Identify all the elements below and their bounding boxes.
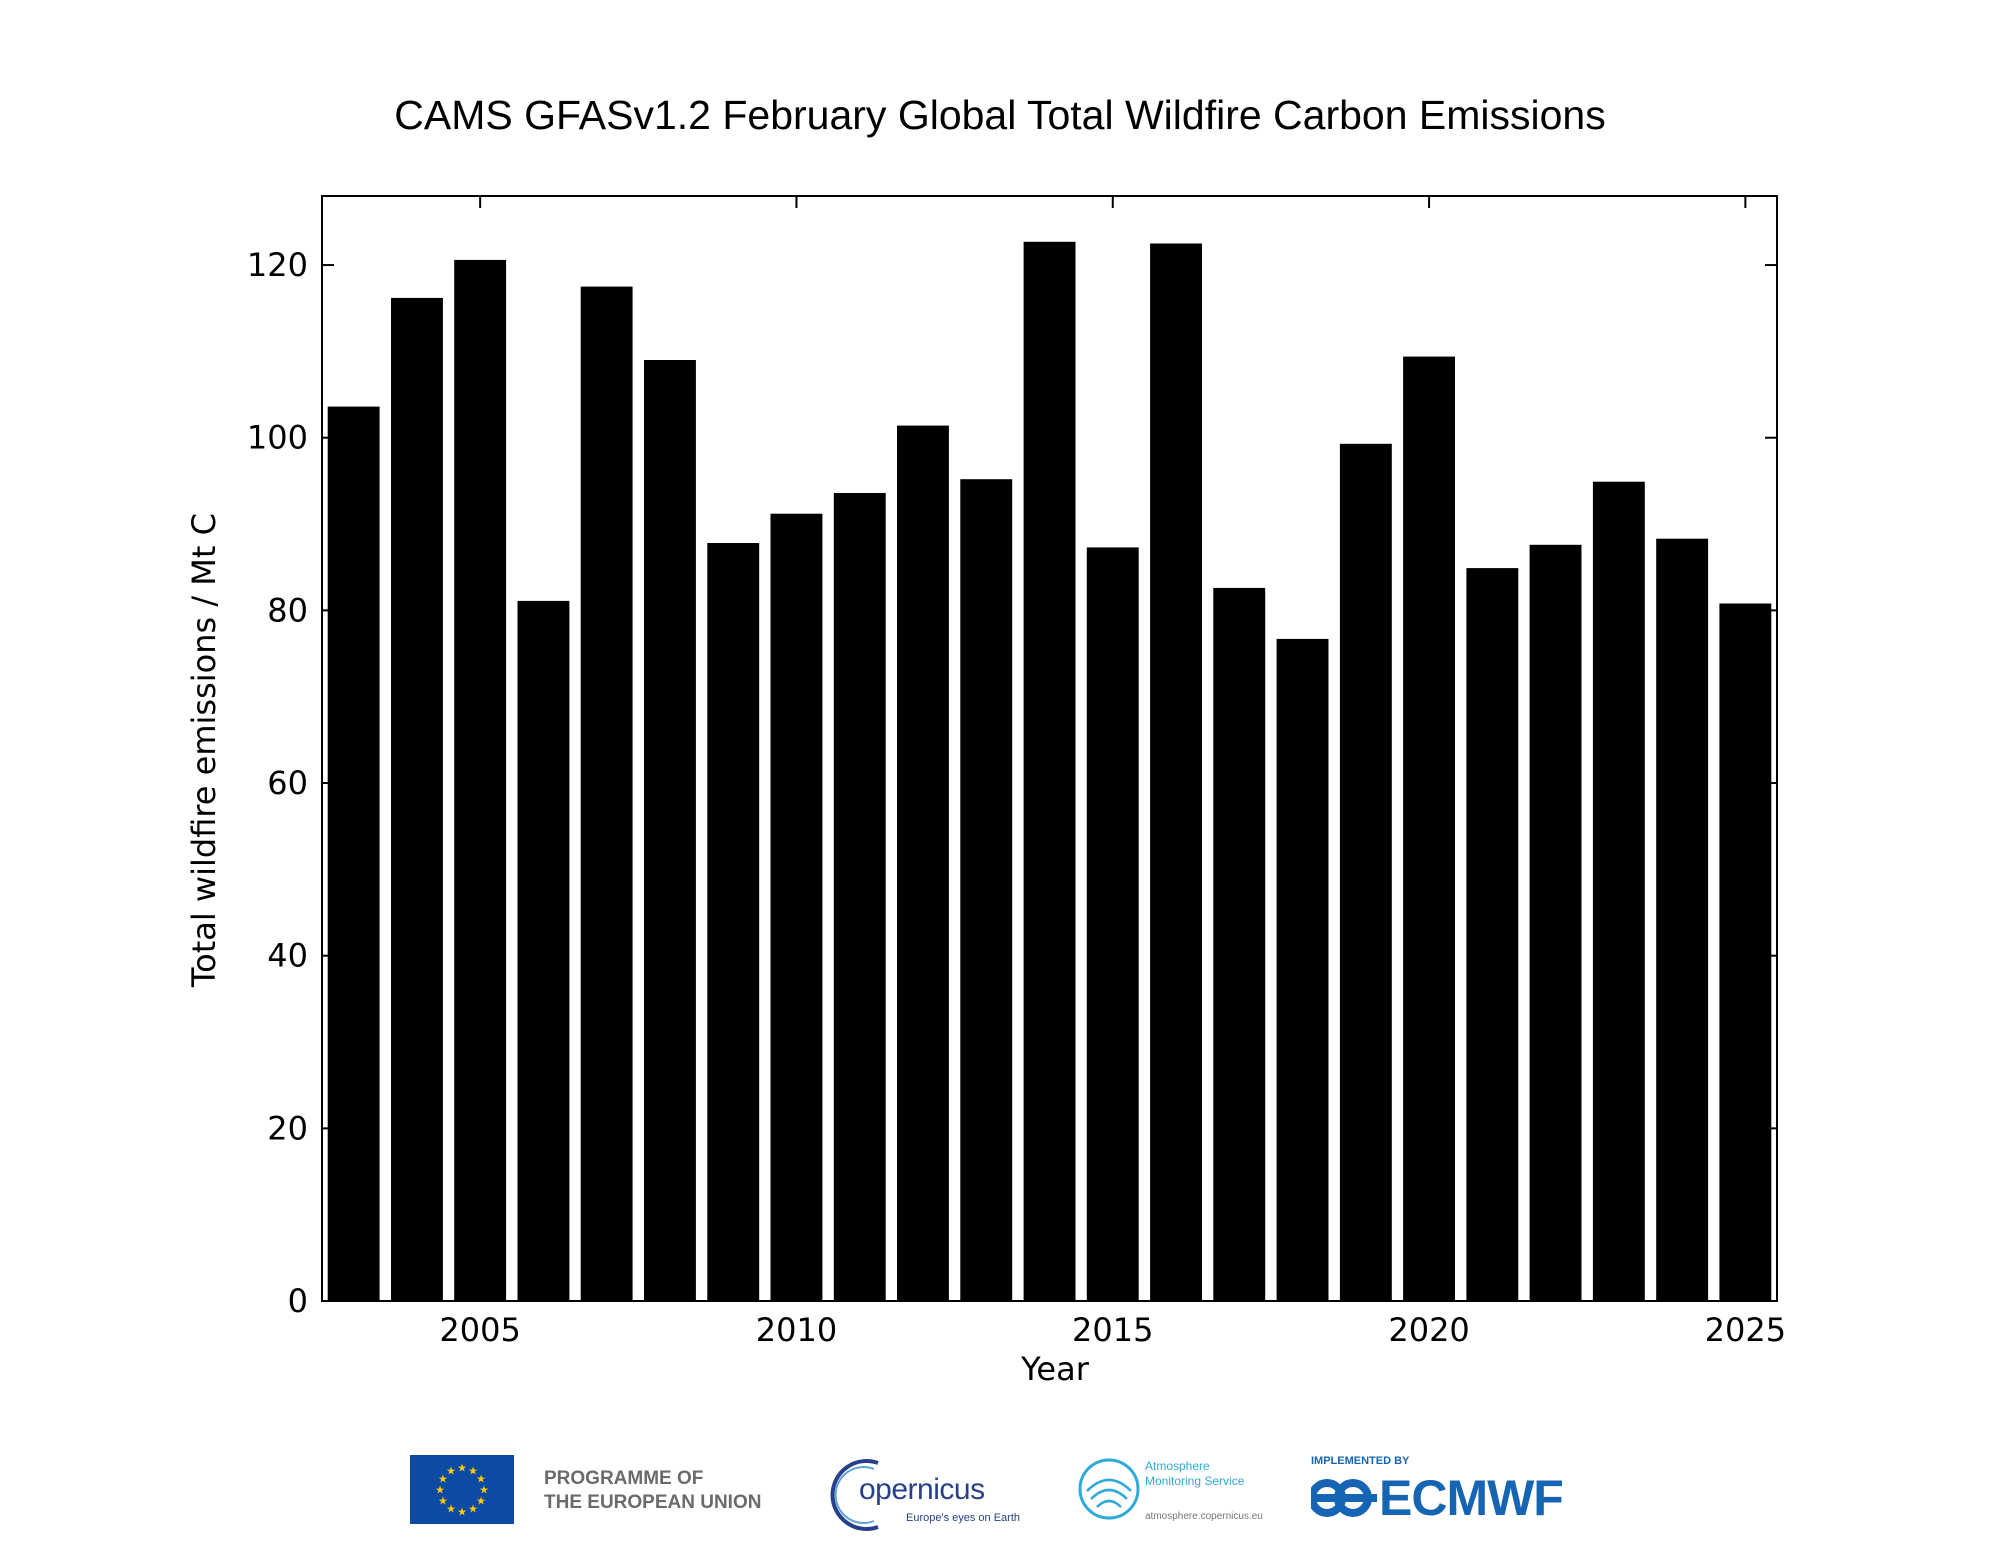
y-tick-label: 80	[267, 591, 308, 629]
bar-2017	[1213, 587, 1266, 1301]
chart-axes	[321, 195, 1778, 1302]
eu-star-icon: ★	[438, 1495, 448, 1508]
cams-name-line1: Atmosphere	[1145, 1459, 1210, 1473]
bar-2016	[1150, 243, 1202, 1301]
footer-logos: ★ ★ ★ ★ ★ ★ ★ ★ ★ ★ ★ ★ PROGRAMME OF THE EUROPEAN U…	[0, 1455, 2000, 1545]
x-tick-label: 2010	[756, 1311, 837, 1349]
bar-2019	[1339, 443, 1392, 1301]
eu-programme-text: PROGRAMME OF THE EUROPEAN UNION	[544, 1467, 761, 1515]
x-axis-label: Year	[1020, 1350, 1090, 1388]
eu-star-icon: ★	[446, 1503, 456, 1516]
ecmwf-logo: IMPLEMENTED BY ECMWF	[1311, 1455, 1601, 1535]
bar-2010	[770, 513, 823, 1301]
bar-2003	[327, 406, 380, 1302]
bar-2023	[1592, 481, 1645, 1301]
x-tick-label: 2015	[1072, 1311, 1153, 1349]
y-tick-label: 100	[247, 419, 308, 457]
eu-star-icon: ★	[435, 1484, 445, 1497]
bar-2012	[897, 425, 949, 1302]
bar-2006	[517, 600, 570, 1301]
eu-star-icon: ★	[457, 1506, 467, 1519]
bar-2025	[1719, 603, 1772, 1301]
ecmwf-implemented-by: IMPLEMENTED BY	[1311, 1455, 1410, 1467]
eu-star-icon: ★	[479, 1484, 489, 1497]
chart-ticks: 0 20 40 60 80 100 120 2005 2010 2015 2020 2025	[247, 196, 1786, 1349]
y-axis-label: Total wildfire emissions / Mt C	[185, 513, 223, 988]
y-tick-label: 0	[288, 1282, 308, 1320]
bar-2014	[1023, 241, 1076, 1301]
eu-star-icon: ★	[468, 1503, 478, 1516]
eu-text-line1: PROGRAMME OF	[544, 1468, 704, 1489]
cams-logo: Atmosphere Monitoring Service atmosphere…	[1077, 1455, 1297, 1535]
plot-frame	[321, 195, 1778, 1302]
cams-url: atmosphere.copernicus.eu	[1145, 1511, 1263, 1522]
bar-2011	[833, 493, 886, 1301]
bar-2020	[1403, 356, 1455, 1302]
eu-star-icon: ★	[446, 1464, 456, 1477]
bar-2018	[1276, 638, 1329, 1301]
cams-name-line2: Monitoring Service	[1145, 1474, 1245, 1488]
eu-star-icon: ★	[457, 1462, 467, 1475]
eu-text-line2: THE EUROPEAN UNION	[544, 1492, 762, 1513]
copernicus-logo: opernicus Europe's eyes on Earth	[826, 1455, 1026, 1535]
bar-2022	[1529, 544, 1582, 1301]
bar-2007	[580, 286, 633, 1302]
y-tick-label: 60	[267, 764, 308, 802]
x-tick-label: 2025	[1705, 1311, 1786, 1349]
eu-star-icon: ★	[438, 1473, 448, 1486]
bar-2024	[1656, 538, 1709, 1301]
bar-2013	[960, 479, 1013, 1301]
bar-2004	[391, 297, 443, 1301]
copernicus-tagline: Europe's eyes on Earth	[906, 1512, 1021, 1524]
bar-2005	[454, 259, 507, 1301]
chart-title: CAMS GFASv1.2 February Global Total Wild…	[394, 92, 1606, 138]
y-tick-label: 40	[267, 937, 308, 975]
y-tick-label: 120	[247, 246, 308, 284]
copernicus-name: opernicus	[859, 1473, 985, 1506]
bar-2021	[1466, 568, 1519, 1301]
eu-star-icon: ★	[476, 1473, 486, 1486]
bar-2015	[1086, 547, 1139, 1301]
cams-name: Atmosphere Monitoring Service	[1145, 1459, 1244, 1489]
eu-star-icon: ★	[468, 1464, 478, 1477]
x-tick-label: 2005	[439, 1311, 520, 1349]
bar-2009	[707, 543, 760, 1301]
y-tick-label: 20	[267, 1109, 308, 1147]
bar-series	[327, 241, 1772, 1302]
eu-star-icon: ★	[476, 1495, 486, 1508]
bar-2008	[644, 360, 696, 1301]
ecmwf-name: ECMWF	[1379, 1470, 1564, 1526]
eu-flag-logo: ★ ★ ★ ★ ★ ★ ★ ★ ★ ★ ★ ★	[410, 1455, 514, 1524]
x-tick-label: 2020	[1388, 1311, 1469, 1349]
